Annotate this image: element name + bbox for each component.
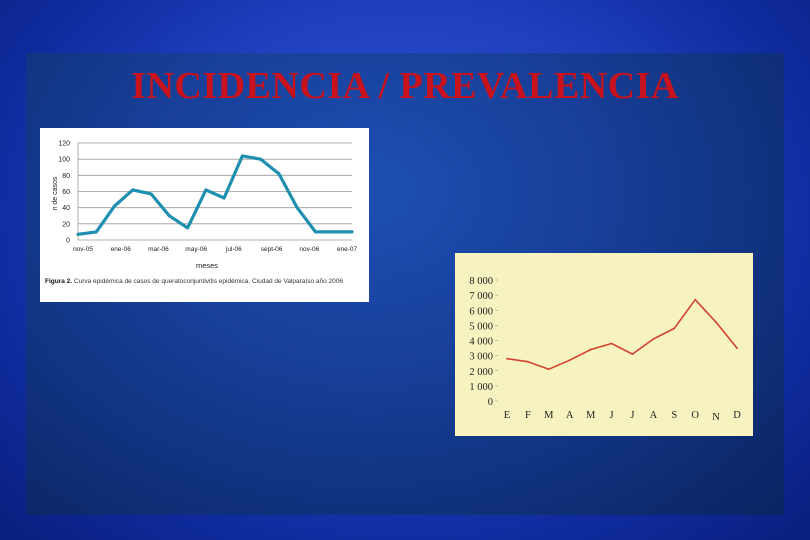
data-point	[715, 321, 717, 324]
y-tick-label: 120	[58, 141, 70, 148]
data-point	[610, 342, 613, 345]
y-tick-label: 3 000	[469, 352, 493, 363]
data-point	[652, 338, 655, 340]
x-tick-label: M	[544, 410, 554, 421]
data-point	[631, 353, 634, 356]
y-tick-label: 5 000	[469, 321, 493, 332]
x-tick-label: may-06	[185, 246, 207, 253]
data-point	[76, 233, 80, 236]
x-tick-label: J	[609, 410, 613, 421]
data-point	[589, 348, 592, 351]
monthly-line-chart: 8 000 7 000 6 000 5 000 4 000 3 000 2 000 1 000…	[469, 276, 741, 423]
data-point	[222, 196, 226, 200]
data-point	[673, 327, 676, 330]
y-tick-label: 7 000	[469, 291, 493, 302]
x-tick-label: N	[712, 412, 720, 423]
series-line	[506, 298, 738, 370]
x-tick-label: sept-06	[261, 246, 283, 253]
y-axis-label: n de casos	[52, 176, 59, 210]
x-tick-label: F	[525, 410, 531, 421]
y-tick-label: 80	[62, 173, 70, 180]
x-tick-label: ene-06	[111, 246, 132, 253]
y-tick-label: 0	[66, 238, 70, 245]
x-tick-label: D	[733, 410, 741, 421]
data-point	[168, 214, 171, 217]
y-tick-label: 4 000	[469, 337, 493, 348]
data-point	[131, 188, 134, 192]
x-tick-label: J	[630, 410, 634, 421]
monthly-line-figure: 8 000 7 000 6 000 5 000 4 000 3 000 2 000 1 000…	[455, 253, 753, 436]
y-tick-label: 1 000	[469, 382, 493, 393]
data-point	[314, 230, 317, 234]
data-point	[113, 204, 116, 208]
x-tick-label: M	[586, 410, 596, 421]
data-point	[568, 359, 571, 362]
y-tick-label: 2 000	[469, 367, 493, 378]
caption-text: Curva epidémica de casos de queratoconju…	[73, 278, 343, 285]
slide-title: INCIDENCIA / PREVALENCIA	[131, 65, 679, 107]
epidemic-curve-figure: 120 100 80 60 40 20 0 nov-05 ene-06 mar-06 may-06 j…	[40, 128, 369, 302]
x-tick-label: S	[671, 410, 677, 421]
y-tick-label: 8 000	[469, 276, 493, 287]
x-tick-label: O	[691, 410, 699, 421]
x-axis-label: meses	[196, 261, 218, 270]
y-tick-label: 40	[62, 205, 70, 212]
x-tick-label: ene-07	[337, 246, 358, 253]
data-point	[95, 230, 98, 234]
y-tick-label: 20	[62, 221, 70, 228]
x-tick-label: mar-06	[148, 246, 169, 253]
x-tick-label: jul-06	[225, 246, 242, 253]
data-point	[277, 172, 281, 175]
x-tick-label: A	[650, 410, 658, 421]
data-point	[547, 368, 550, 371]
y-tick-label: 0	[488, 397, 493, 408]
data-point	[186, 226, 189, 230]
data-point	[259, 157, 262, 161]
x-tick-label: A	[566, 410, 574, 421]
caption-label: Figura 2.	[45, 278, 73, 285]
y-tick-label: 60	[62, 189, 70, 196]
data-point	[736, 347, 738, 349]
figure-caption: Figura 2. Curva epidémica de casos de qu…	[45, 278, 365, 286]
data-point	[296, 206, 299, 209]
data-point	[149, 192, 153, 196]
x-tick-label: nov-05	[73, 246, 93, 253]
data-point	[527, 360, 529, 363]
data-point	[241, 154, 244, 158]
x-tick-label: nov-06	[299, 246, 319, 253]
data-point	[350, 230, 354, 234]
y-tick-label: 6 000	[469, 306, 493, 317]
data-point	[694, 298, 697, 301]
series-line	[76, 154, 354, 236]
data-point	[204, 188, 208, 192]
y-tick-label: 100	[58, 157, 70, 164]
data-point	[332, 230, 335, 234]
data-point	[506, 357, 508, 360]
x-tick-label: E	[504, 410, 510, 421]
